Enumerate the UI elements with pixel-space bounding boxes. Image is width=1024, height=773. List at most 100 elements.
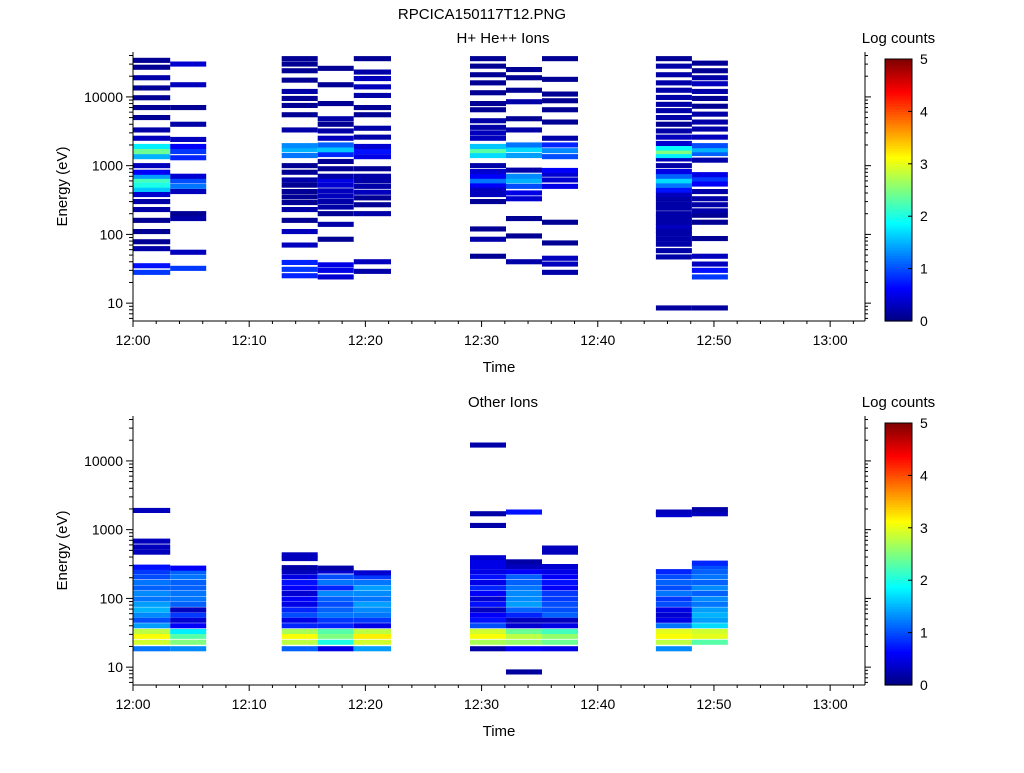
heatmap-cell (655, 115, 692, 121)
heatmap-cell (542, 646, 578, 652)
colorbar-step (885, 203, 912, 207)
colorbar-step (885, 664, 912, 668)
heatmap-cell (470, 617, 506, 623)
colorbar-step (885, 305, 912, 309)
heatmap-cell (655, 224, 692, 230)
heatmap-cell (691, 95, 728, 101)
x-tick-label: 12:00 (115, 332, 150, 348)
colorbar-step (885, 216, 912, 220)
heatmap-cell (691, 134, 728, 140)
heatmap-cell (133, 639, 171, 645)
heatmap-cell (317, 565, 354, 571)
heatmap-cell (170, 646, 207, 652)
heatmap-cell (691, 60, 728, 66)
colorbar-step (885, 82, 912, 86)
heatmap-cell (317, 158, 354, 164)
heatmap-cell (317, 617, 354, 623)
colorbar-step (885, 182, 912, 186)
heatmap-cell (655, 574, 692, 580)
heatmap-cell (655, 639, 692, 645)
colorbar-step (885, 64, 912, 68)
heatmap-cell (542, 142, 578, 148)
colorbar-step (885, 546, 912, 550)
heatmap-cell (506, 259, 542, 265)
heatmap-cell (691, 103, 728, 109)
heatmap-cell (281, 127, 318, 133)
heatmap-cell (470, 226, 506, 232)
heatmap-cell (470, 564, 506, 570)
heatmap-cell (655, 169, 692, 175)
x-tick-label: 12:40 (580, 332, 615, 348)
heatmap-cell (317, 173, 354, 179)
y-tick-label: 10 (107, 295, 123, 311)
colorbar-step (885, 598, 912, 602)
heatmap-cell (542, 633, 578, 639)
heatmap-cell (133, 199, 171, 205)
heatmap-cell (542, 76, 578, 82)
heatmap-cell (655, 305, 692, 311)
heatmap-cell (691, 143, 728, 149)
colorbar-step (885, 627, 912, 631)
heatmap-cell (170, 607, 207, 613)
heatmap-cell (170, 143, 207, 149)
colorbar-step (885, 643, 912, 647)
colorbar-step (885, 294, 912, 299)
heatmap-cell (542, 56, 578, 62)
colorbar-step (885, 512, 912, 516)
heatmap-cell (470, 596, 506, 602)
heatmap-cell (317, 590, 354, 596)
heatmap-cell (506, 67, 542, 73)
colorbar-step (885, 501, 912, 505)
colorbar-step (885, 648, 912, 652)
colorbar-step (885, 493, 912, 497)
heatmap-cell (281, 88, 318, 94)
heatmap-cell (542, 569, 578, 575)
heatmap-cell (655, 585, 692, 591)
heatmap-cell (281, 68, 318, 74)
heatmap-cell (317, 585, 354, 591)
heatmap-cell (542, 596, 578, 602)
colorbar-tick-label: 4 (920, 103, 928, 119)
heatmap-cell (542, 98, 578, 104)
colorbar-step (885, 242, 912, 246)
colorbar-step (885, 231, 912, 236)
x-tick-label: 12:20 (348, 332, 383, 348)
heatmap-cell (170, 565, 207, 571)
heatmap-cell (133, 569, 171, 575)
colorbar-step (885, 514, 912, 518)
heatmap-cell (133, 186, 171, 192)
heatmap-cell (470, 199, 506, 205)
colorbar-step (885, 449, 912, 453)
colorbar-step (885, 263, 912, 267)
colorbar-step (885, 580, 912, 584)
heatmap-cell (281, 646, 318, 652)
heatmap-cell (691, 119, 728, 125)
heatmap-cell (470, 580, 506, 586)
colorbar-step (885, 103, 912, 107)
heatmap-cell (470, 633, 506, 639)
heatmap-cell (691, 590, 728, 596)
heatmap-cell (506, 127, 542, 133)
colorbar-step (885, 606, 912, 610)
heatmap-cell (317, 639, 354, 645)
heatmap-cell (691, 202, 728, 208)
x-tick-label: 12:50 (696, 696, 731, 712)
heatmap-cell (542, 269, 578, 275)
heatmap-cell (506, 559, 542, 565)
y-ticks: 10 100 1000 10000 (84, 419, 871, 683)
heatmap-cell (691, 236, 728, 242)
heatmap-cell (542, 607, 578, 613)
heatmap-cell (470, 72, 506, 78)
heatmap-cell (281, 229, 318, 235)
heatmap-cell (655, 134, 692, 140)
heatmap-cell (353, 646, 391, 652)
colorbar-step (885, 428, 912, 432)
colorbar-step (885, 595, 912, 600)
colorbar-step (885, 245, 912, 249)
heatmap-cell (133, 149, 171, 155)
heatmap-cell (470, 639, 506, 645)
colorbar-tick-label: 1 (920, 625, 928, 641)
heatmap-cell (542, 177, 578, 183)
heatmap-cell (281, 259, 318, 265)
heatmap-cell (281, 607, 318, 613)
